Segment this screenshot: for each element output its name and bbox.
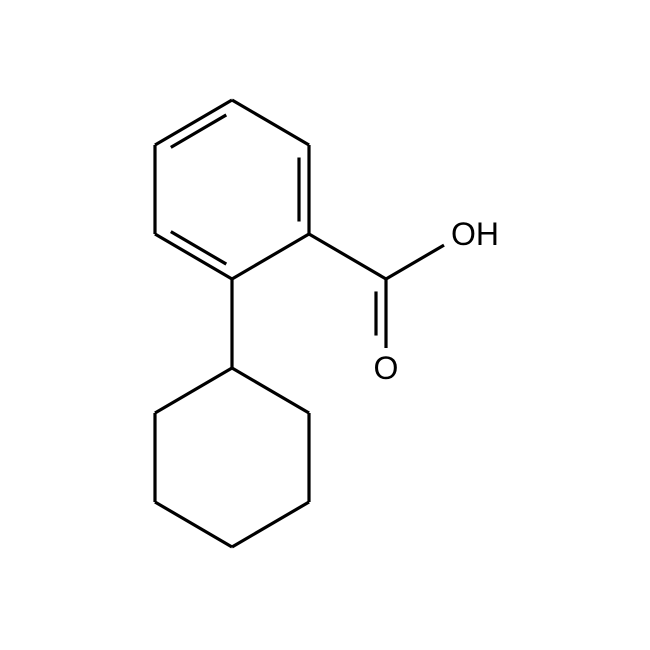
bond bbox=[386, 245, 444, 279]
molecule-svg: O OH bbox=[0, 0, 650, 650]
molecule-canvas: O OH bbox=[0, 0, 650, 650]
bond bbox=[232, 502, 309, 547]
bond bbox=[155, 502, 232, 547]
bond bbox=[155, 100, 232, 145]
bond bbox=[232, 234, 309, 279]
atom-label: OH bbox=[451, 216, 499, 252]
bond bbox=[232, 100, 309, 145]
bond bbox=[155, 234, 232, 279]
bond bbox=[155, 368, 232, 413]
bond bbox=[232, 368, 309, 413]
atom-label: O bbox=[374, 350, 399, 386]
bond bbox=[309, 234, 386, 279]
